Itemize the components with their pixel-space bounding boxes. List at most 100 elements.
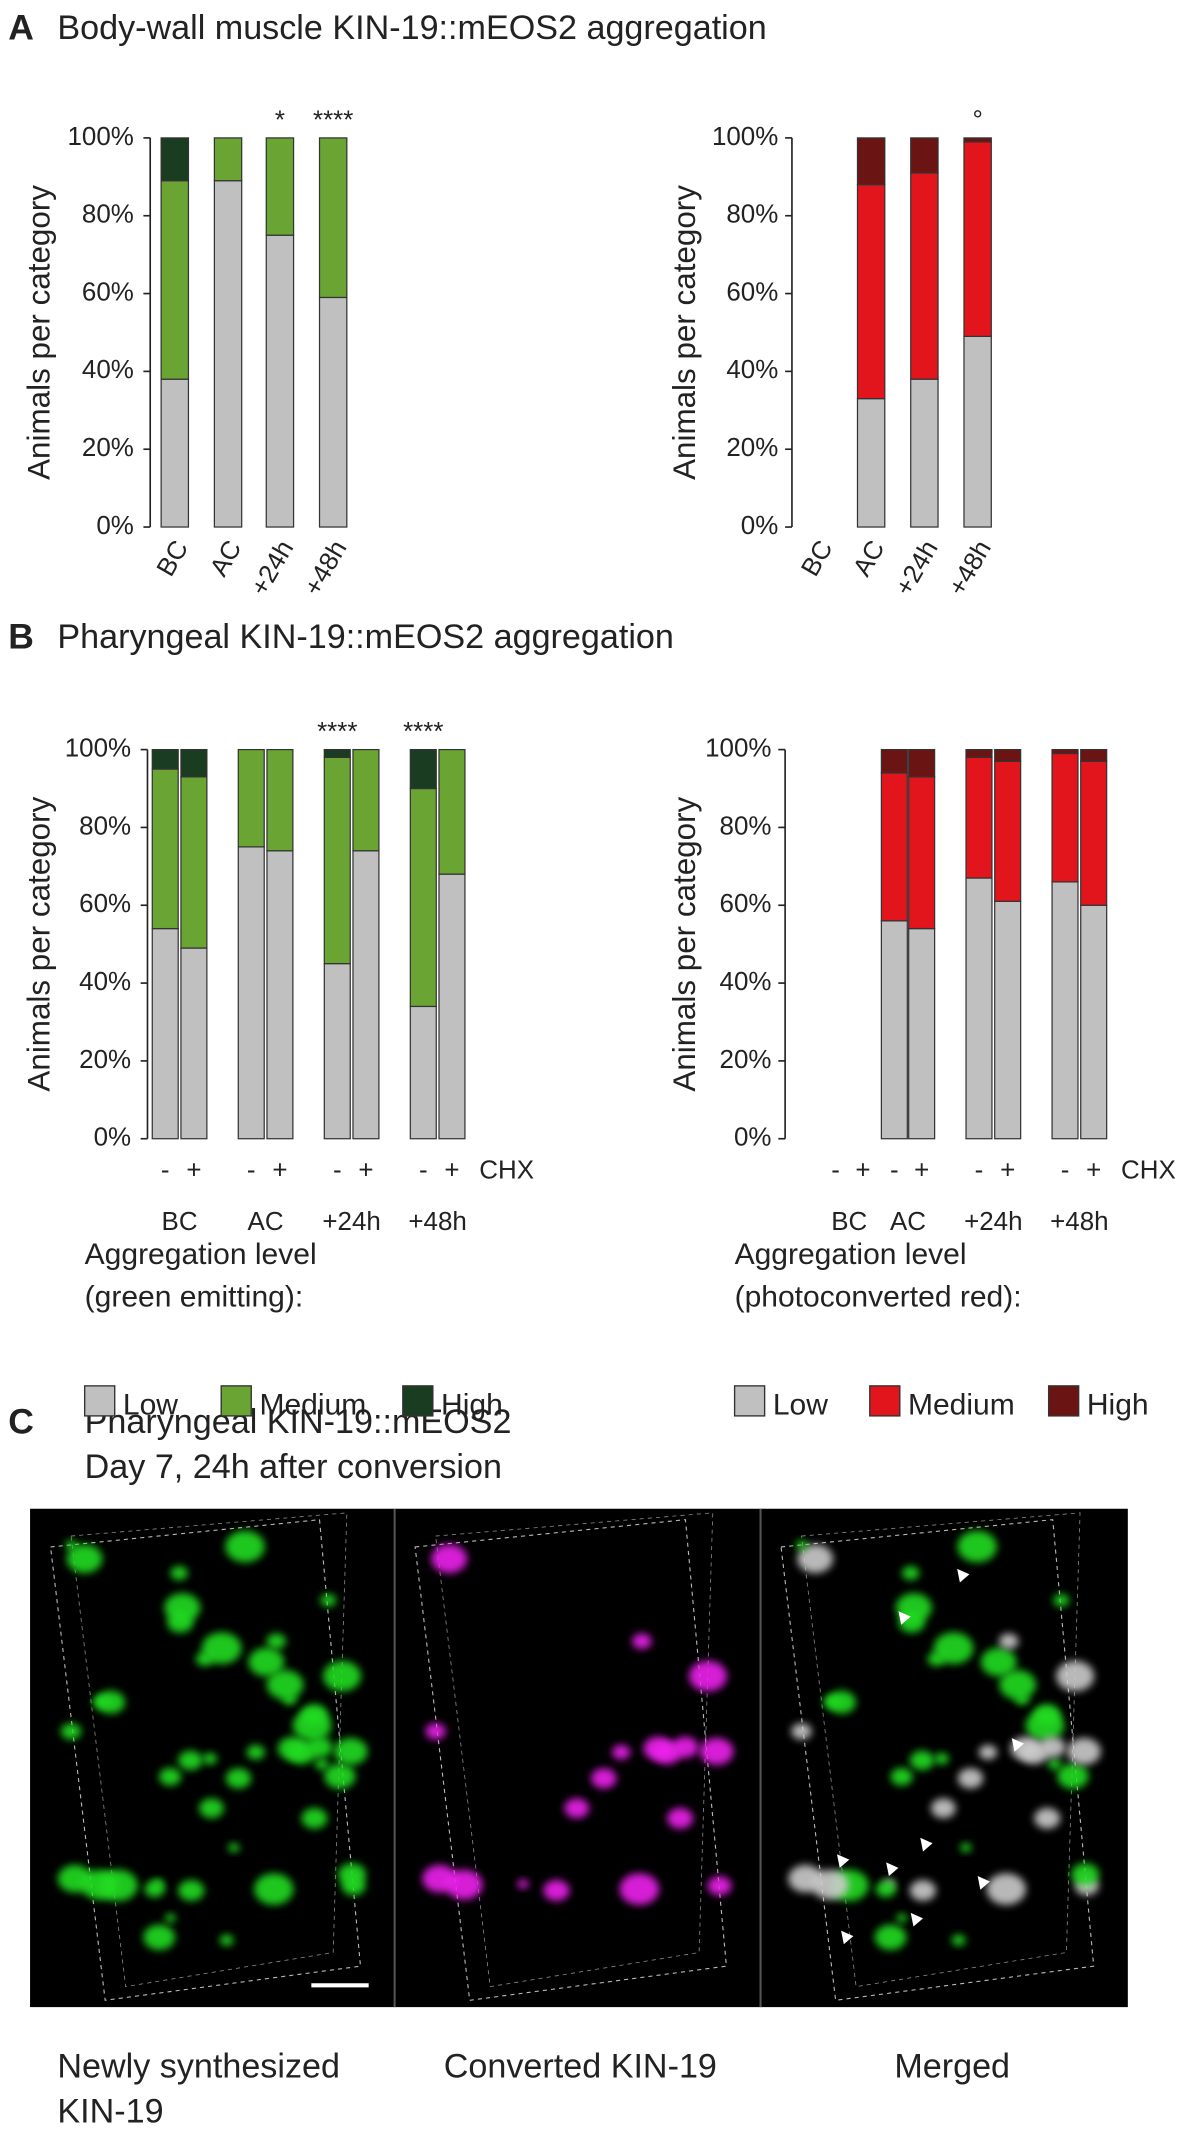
bar-segment	[266, 850, 294, 1140]
x-axis-label: CHX	[1121, 1156, 1176, 1184]
spot	[248, 1647, 285, 1677]
spot	[1057, 1763, 1089, 1789]
spot	[999, 1633, 1019, 1650]
spot	[1047, 1758, 1062, 1770]
panel-title: Body-wall muscle KIN-19::mEOS2 aggregati…	[57, 9, 766, 47]
spot	[788, 1864, 823, 1893]
bar-segment	[1080, 760, 1108, 906]
spot	[431, 1544, 468, 1574]
spot	[688, 1660, 727, 1692]
legend-label: Low	[123, 1388, 178, 1421]
group-label: AC	[890, 1208, 926, 1236]
legend-swatch	[869, 1385, 901, 1417]
bounding-box	[70, 1512, 348, 1988]
image-caption: Converted KIN-19	[444, 2048, 717, 2086]
spot	[202, 1752, 218, 1765]
bar-segment	[323, 748, 351, 758]
x-tick-label: AC	[848, 536, 890, 581]
spot	[543, 1880, 570, 1901]
bar-segment	[910, 172, 939, 380]
spot	[999, 1670, 1037, 1700]
y-tick-label: 40%	[720, 968, 772, 996]
significance-mark: *	[275, 106, 285, 134]
x-tick-label: +	[358, 1156, 373, 1184]
bar-segment	[856, 137, 886, 186]
spot	[277, 1736, 308, 1761]
image-caption: KIN-19	[57, 2093, 163, 2130]
bar-segment	[963, 141, 992, 337]
spot	[699, 1737, 734, 1765]
y-tick-label: 60%	[82, 278, 134, 306]
spot	[960, 1843, 972, 1853]
spot	[1071, 1863, 1100, 1886]
arrowhead	[886, 1862, 899, 1877]
spot	[324, 1763, 356, 1789]
spot	[1034, 1807, 1061, 1829]
arrowhead	[920, 1837, 933, 1852]
spot	[591, 1768, 617, 1789]
bar-segment	[910, 378, 939, 528]
spot	[909, 1880, 936, 1901]
spot	[795, 1540, 808, 1550]
y-axis-label: Animals per category	[21, 796, 56, 1091]
bar-segment	[237, 748, 265, 848]
spot	[797, 1544, 834, 1574]
spot	[178, 1880, 205, 1901]
spot	[890, 1767, 913, 1786]
spot	[314, 1758, 329, 1770]
panel-letter: A	[8, 7, 34, 47]
spot	[225, 1530, 265, 1563]
y-tick-label: 60%	[720, 890, 772, 918]
image-caption: Newly synthesized	[57, 2048, 340, 2086]
bar-segment	[1051, 881, 1079, 1140]
bounding-box	[780, 1519, 1095, 2001]
bar-segment	[180, 947, 208, 1140]
group-label: BC	[831, 1208, 867, 1236]
x-tick-label: +	[914, 1156, 929, 1184]
spot	[301, 1807, 328, 1829]
bar-segment	[160, 378, 190, 528]
x-tick-label: +24h	[890, 536, 943, 601]
x-tick-label: -	[333, 1156, 342, 1184]
legend-label: Low	[773, 1388, 828, 1421]
legend-swatch	[402, 1385, 434, 1417]
legend-swatch	[1047, 1385, 1080, 1417]
spot	[632, 1633, 652, 1650]
bar-segment	[352, 850, 380, 1140]
spot	[986, 1873, 1026, 1905]
spot	[199, 1798, 224, 1819]
spot	[1015, 1693, 1030, 1705]
spot	[978, 1744, 998, 1760]
y-tick-label: 40%	[726, 356, 778, 384]
x-tick-label: +48h	[299, 536, 352, 601]
x-tick-label: -	[247, 1156, 256, 1184]
x-tick-label: +	[855, 1156, 870, 1184]
legend-swatch	[83, 1385, 116, 1417]
bar-segment	[1080, 904, 1108, 1140]
bar-segment	[856, 398, 886, 528]
legend-title: Aggregation level	[85, 1238, 317, 1271]
y-tick-label: 100%	[712, 123, 778, 151]
x-tick-label: BC	[796, 536, 838, 581]
panel-title: Pharyngeal KIN-19::mEOS2 aggregation	[57, 618, 674, 656]
bar-segment	[160, 137, 190, 182]
x-tick-label: -	[975, 1156, 984, 1184]
bounding-box	[414, 1519, 727, 2001]
group-label: BC	[162, 1208, 198, 1236]
arrowhead	[977, 1876, 990, 1890]
y-tick-label: 20%	[79, 1046, 131, 1074]
spot	[164, 1913, 176, 1923]
image-caption: Merged	[894, 2048, 1010, 2086]
spot	[517, 1879, 529, 1889]
y-tick-label: 20%	[720, 1046, 772, 1074]
spot	[65, 1540, 78, 1550]
spot	[931, 1798, 956, 1819]
significance-mark: ****	[317, 718, 357, 746]
arrowhead	[1011, 1738, 1025, 1752]
bar-segment	[318, 296, 348, 528]
bar-segment	[409, 787, 437, 1008]
spot	[1053, 1594, 1070, 1607]
spot	[246, 1744, 265, 1760]
spot	[874, 1924, 907, 1951]
spot	[201, 1632, 242, 1665]
